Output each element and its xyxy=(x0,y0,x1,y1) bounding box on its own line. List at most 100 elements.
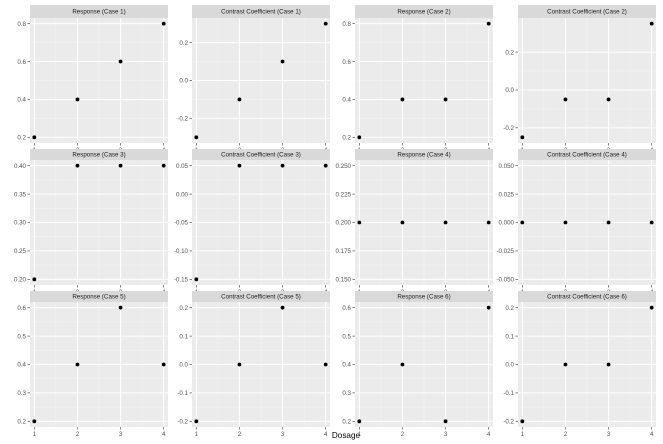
facet-strip-label: Response (Case 1) xyxy=(72,9,125,16)
y-tick-label: 0.1 xyxy=(505,333,514,340)
x-tick-label: 1 xyxy=(358,431,362,438)
y-tick-label: 0.6 xyxy=(342,305,351,312)
data-point xyxy=(606,220,611,225)
y-tick-label: 0.000 xyxy=(499,220,515,227)
data-point xyxy=(280,59,285,64)
x-tick-label: 4 xyxy=(324,431,328,438)
y-tick-label: 0.2 xyxy=(505,305,514,312)
facet-panel: Response (Case 1)0.20.40.60.81234 xyxy=(17,5,168,154)
data-point xyxy=(443,97,448,102)
data-point xyxy=(649,220,654,225)
y-tick-label: 0.2 xyxy=(179,40,188,47)
x-tick-label: 2 xyxy=(238,431,242,438)
x-tick-label: 1 xyxy=(33,431,37,438)
data-point xyxy=(237,97,242,102)
y-tick-label: 0.4 xyxy=(342,362,351,369)
y-tick-label: 0.2 xyxy=(17,135,26,142)
y-tick-label: 0.00 xyxy=(176,191,189,198)
data-point xyxy=(443,419,448,424)
data-point xyxy=(32,419,37,424)
y-tick-label: 0.4 xyxy=(17,362,26,369)
y-tick-label: 0.2 xyxy=(179,305,188,312)
y-tick-label: 0.25 xyxy=(14,248,27,255)
data-point xyxy=(323,163,328,168)
data-point xyxy=(400,362,405,367)
facet-panels: Response (Case 1)0.20.40.60.81234Contras… xyxy=(14,5,656,438)
x-tick-label: 2 xyxy=(76,431,80,438)
facet-strip xyxy=(192,291,330,302)
x-axis-title: Dosage xyxy=(332,431,361,440)
x-tick-label: 2 xyxy=(564,431,568,438)
data-point xyxy=(75,163,80,168)
facet-strip-label: Response (Case 5) xyxy=(72,294,125,301)
data-point xyxy=(486,21,491,26)
data-point xyxy=(280,163,285,168)
data-point xyxy=(357,419,362,424)
data-point xyxy=(75,97,80,102)
facet-strip-label: Contrast Coefficient (Case 3) xyxy=(221,152,301,159)
y-tick-label: 0.6 xyxy=(17,305,26,312)
facet-strip xyxy=(30,291,168,302)
y-tick-label: 0.2 xyxy=(17,419,26,426)
facet-strip xyxy=(30,149,168,160)
data-point xyxy=(357,135,362,140)
y-tick-label: 0.2 xyxy=(342,419,351,426)
y-tick-label: -0.025 xyxy=(496,248,514,255)
facet-strip xyxy=(355,291,493,302)
x-tick-label: 1 xyxy=(521,431,525,438)
data-point xyxy=(32,135,37,140)
x-tick-label: 3 xyxy=(444,431,448,438)
data-point xyxy=(237,163,242,168)
y-tick-label: -0.2 xyxy=(503,125,514,132)
facet-strip-label: Response (Case 4) xyxy=(397,152,450,159)
y-tick-label: 0.2 xyxy=(342,135,351,142)
y-tick-label: 0.5 xyxy=(342,333,351,340)
data-point xyxy=(194,277,199,282)
y-tick-label: -0.2 xyxy=(177,116,188,123)
y-tick-label: 0.30 xyxy=(14,220,27,227)
y-tick-label: -0.050 xyxy=(496,277,514,284)
facet-panel: Response (Case 2)0.20.40.60.81234 xyxy=(342,5,493,154)
facet-panel: Response (Case 4) 0.150 0.175 0.200 0.225 0.2… xyxy=(336,149,493,296)
y-tick-label: -0.1 xyxy=(503,390,514,397)
y-tick-label: 0.05 xyxy=(176,163,189,170)
data-point xyxy=(606,97,611,102)
facet-strip xyxy=(192,149,330,160)
y-tick-label: -0.1 xyxy=(177,390,188,397)
y-tick-label: 0.4 xyxy=(342,97,351,104)
facet-panel: Response (Case 5) 0.2 0.3 0.4 0.5 0.6 1 2 3 4 xyxy=(17,291,168,438)
y-tick-label: 0.250 xyxy=(336,163,352,170)
data-point xyxy=(161,21,166,26)
x-tick-label: 3 xyxy=(281,431,285,438)
y-tick-label: 0.4 xyxy=(17,97,26,104)
y-tick-label: 0.2 xyxy=(505,49,514,56)
facet-panel: Contrast Coefficient (Case 5) -0.2 -0.1 0.0… xyxy=(177,291,330,438)
y-tick-label: 0.0 xyxy=(179,78,188,85)
facet-strip-label: Contrast Coefficient (Case 2) xyxy=(547,9,627,16)
x-tick-label: 3 xyxy=(119,431,123,438)
y-tick-label: 0.5 xyxy=(17,333,26,340)
x-tick-label: 1 xyxy=(195,431,199,438)
data-point xyxy=(323,21,328,26)
x-tick-label: 2 xyxy=(401,431,405,438)
data-point xyxy=(606,362,611,367)
y-tick-label: -0.15 xyxy=(174,277,189,284)
facet-panel: Contrast Coefficient (Case 4) -0.050 -0.02… xyxy=(496,149,656,296)
facet-strip xyxy=(30,5,168,18)
y-tick-label: 0.35 xyxy=(14,191,27,198)
data-point xyxy=(118,305,123,310)
data-point xyxy=(323,362,328,367)
data-point xyxy=(400,220,405,225)
data-point xyxy=(194,135,199,140)
y-tick-label: -0.10 xyxy=(174,248,189,255)
y-tick-label: 0.0 xyxy=(505,362,514,369)
y-tick-label: 0.175 xyxy=(336,248,352,255)
data-point xyxy=(118,163,123,168)
y-tick-label: 0.200 xyxy=(336,220,352,227)
y-tick-label: 0.025 xyxy=(499,191,515,198)
facet-panel: Contrast Coefficient (Case 1)-0.20.00.21… xyxy=(177,5,330,154)
x-tick-label: 4 xyxy=(487,431,491,438)
y-tick-label: 0.6 xyxy=(17,59,26,66)
y-tick-label: 0.050 xyxy=(499,163,515,170)
facet-panel: Response (Case 6) 0.2 0.3 0.4 0.5 0.6 1 2 3 4 xyxy=(342,291,493,438)
